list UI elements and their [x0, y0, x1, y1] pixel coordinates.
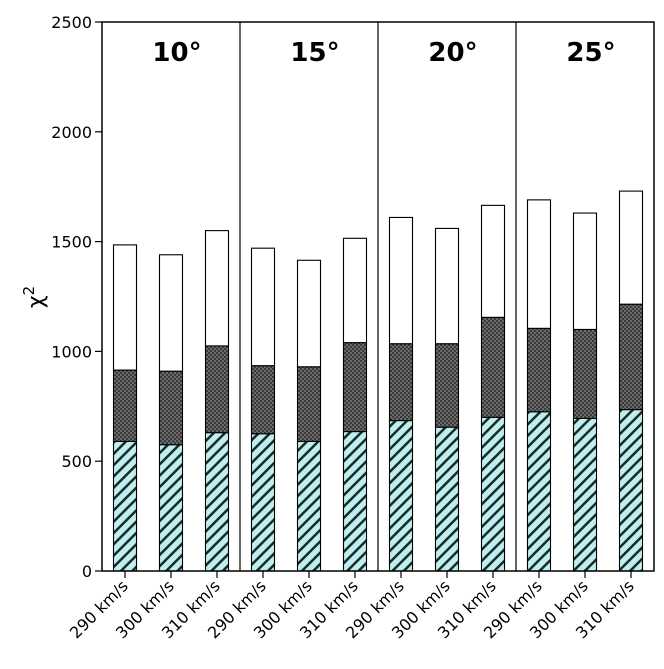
- bar-segment-bottom: [572, 417, 598, 572]
- bar-segment-bottom: [112, 440, 138, 572]
- bar-segment-top: [480, 204, 506, 318]
- y-tick-label: 500: [61, 452, 92, 471]
- bar-segment-bottom: [526, 411, 552, 572]
- y-tick-label: 2500: [51, 13, 92, 32]
- bar-segment-bottom: [296, 440, 322, 572]
- plot-frame: [101, 21, 655, 572]
- y-tick-label: 2000: [51, 123, 92, 142]
- bar-segment-bottom: [250, 433, 276, 572]
- bar-segment-top: [434, 227, 460, 345]
- bar-segment-top: [618, 190, 644, 305]
- bar-segment-bottom: [158, 444, 184, 572]
- y-tick-label: 1000: [51, 342, 92, 361]
- bar-segment-middle: [342, 342, 368, 433]
- axes: [95, 21, 655, 578]
- bar-segment-middle: [296, 366, 322, 442]
- bars: [112, 190, 644, 572]
- panel-separators: [239, 22, 517, 571]
- bar-segment-top: [296, 259, 322, 368]
- panel-title: 15°: [290, 38, 339, 68]
- bar-segment-middle: [480, 316, 506, 418]
- bar-segment-top: [572, 212, 598, 330]
- bar-segment-middle: [572, 328, 598, 419]
- bar-segment-middle: [250, 365, 276, 435]
- bar-segment-middle: [112, 369, 138, 442]
- y-tick-label: 1500: [51, 233, 92, 252]
- panel-title: 10°: [152, 38, 201, 68]
- bar-segment-bottom: [480, 416, 506, 572]
- bar-segment-bottom: [618, 409, 644, 572]
- bar-segment-top: [158, 254, 184, 372]
- bar-segment-middle: [204, 345, 230, 434]
- bar-segment-middle: [434, 343, 460, 428]
- bar-segment-top: [342, 237, 368, 344]
- bar-segment-middle: [388, 343, 414, 422]
- y-axis-label: χ2: [20, 286, 49, 308]
- bar-segment-top: [112, 244, 138, 371]
- bar-segment-middle: [618, 303, 644, 411]
- bar-segment-top: [250, 247, 276, 367]
- bar-segment-middle: [526, 327, 552, 413]
- bar-segment-bottom: [204, 432, 230, 572]
- y-tick-label: 0: [82, 562, 92, 581]
- panel-title: 25°: [566, 38, 615, 68]
- panel-title: 20°: [428, 38, 477, 68]
- bar-segment-top: [526, 199, 552, 329]
- bar-segment-middle: [158, 370, 184, 446]
- bar-segment-bottom: [342, 431, 368, 572]
- bar-segment-bottom: [388, 420, 414, 572]
- bar-segment-top: [204, 230, 230, 347]
- bar-segment-top: [388, 216, 414, 345]
- bar-segment-bottom: [434, 426, 460, 572]
